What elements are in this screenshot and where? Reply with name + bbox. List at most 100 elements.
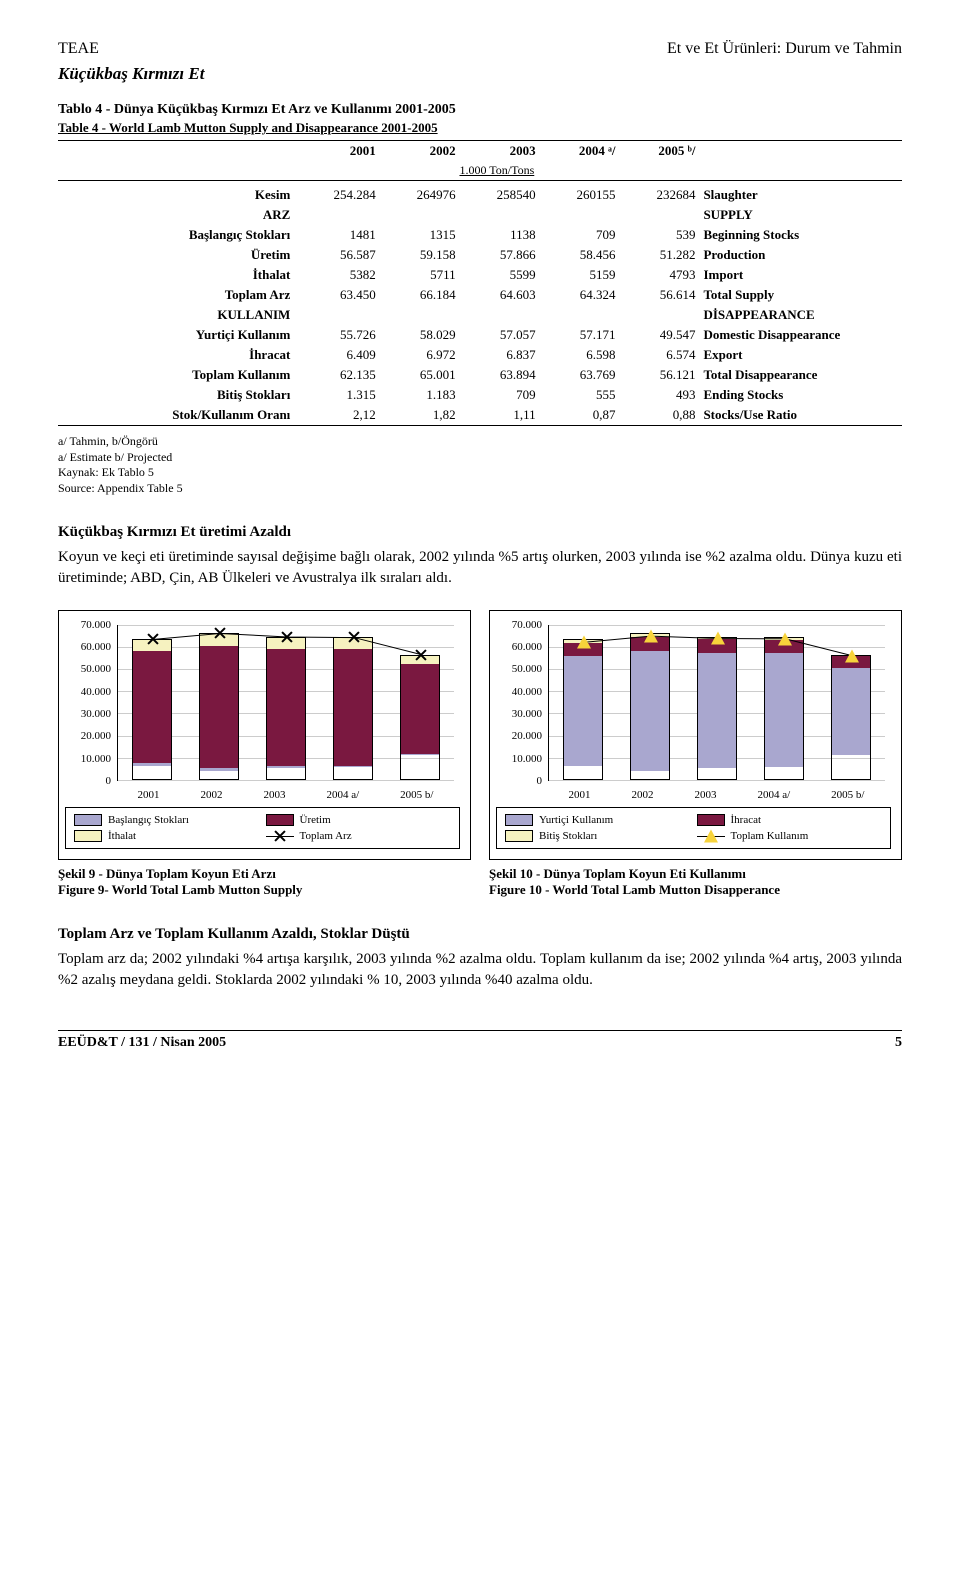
swatch-icon (697, 814, 725, 826)
marker-triangle-icon (697, 830, 725, 842)
col-year: 2005 ᵇ/ (620, 141, 700, 162)
group-hdr: ARZ (58, 205, 294, 225)
row-label-en: Export (699, 345, 902, 365)
chart-right-caption: Şekil 10 - Dünya Toplam Koyun Eti Kullan… (489, 866, 902, 899)
cell: 57.171 (540, 325, 620, 345)
cell: 5159 (540, 265, 620, 285)
group-hdr-en: DİSAPPEARANCE (699, 305, 902, 325)
legend-label: Toplam Kullanım (731, 830, 883, 842)
cell: 56.614 (620, 285, 700, 305)
swatch-icon (505, 814, 533, 826)
cell: 709 (540, 225, 620, 245)
footer-left: EEÜD&T / 131 / Nisan 2005 (58, 1035, 226, 1051)
cell: 493 (620, 385, 700, 405)
header-right: Et ve Et Ürünleri: Durum ve Tahmin (667, 40, 902, 58)
cell: 55.726 (294, 325, 379, 345)
swatch-icon (74, 830, 102, 842)
note-line: a/ Tahmin, b/Öngörü (58, 434, 902, 450)
col-year: 2004 ᵃ/ (540, 141, 620, 162)
chart-left: 70.00060.00050.00040.00030.00020.00010.0… (58, 610, 471, 860)
cell: 51.282 (620, 245, 700, 265)
row-label: Üretim (58, 245, 294, 265)
cell: 264976 (380, 185, 460, 205)
cell: 6.574 (620, 345, 700, 365)
cell: 62.135 (294, 365, 379, 385)
cell: 232684 (620, 185, 700, 205)
cell: 59.158 (380, 245, 460, 265)
body2-title: Toplam Arz ve Toplam Kullanım Azaldı, St… (58, 926, 902, 943)
table-notes: a/ Tahmin, b/Öngörü a/ Estimate b/ Proje… (58, 434, 902, 496)
chart-right: 70.00060.00050.00040.00030.00020.00010.0… (489, 610, 902, 860)
cell: 63.450 (294, 285, 379, 305)
cell: 0,88 (620, 405, 700, 426)
caption-tr: Şekil 10 - Dünya Toplam Koyun Eti Kullan… (489, 866, 902, 882)
cell: 63.769 (540, 365, 620, 385)
cell: 260155 (540, 185, 620, 205)
cell: 1,11 (460, 405, 540, 426)
cell: 56.587 (294, 245, 379, 265)
cell: 58.456 (540, 245, 620, 265)
row-label: İthalat (58, 265, 294, 285)
body1-title: Küçükbaş Kırmızı Et üretimi Azaldı (58, 524, 902, 541)
chart-left-caption: Şekil 9 - Dünya Toplam Koyun Eti Arzı Fi… (58, 866, 471, 899)
chart-right-wrap: 70.00060.00050.00040.00030.00020.00010.0… (489, 610, 902, 899)
page-header: TEAE Et ve Et Ürünleri: Durum ve Tahmin (58, 40, 902, 58)
cell: 555 (540, 385, 620, 405)
row-label-en: Total Disappearance (699, 365, 902, 385)
cell: 6.972 (380, 345, 460, 365)
section-title: Küçükbaş Kırmızı Et (58, 64, 902, 84)
col-year: 2002 (380, 141, 460, 162)
table-title-en: Table 4 - World Lamb Mutton Supply and D… (58, 120, 902, 136)
chart-left-legend: Başlangıç Stokları Üretim İthalat Toplam… (65, 807, 460, 849)
legend-label: Yurtiçi Kullanım (539, 814, 691, 826)
cell: 58.029 (380, 325, 460, 345)
cell: 4793 (620, 265, 700, 285)
cell: 6.409 (294, 345, 379, 365)
cell: 65.001 (380, 365, 460, 385)
caption-en: Figure 10 - World Total Lamb Mutton Disa… (489, 882, 902, 898)
caption-tr: Şekil 9 - Dünya Toplam Koyun Eti Arzı (58, 866, 471, 882)
cell: 5382 (294, 265, 379, 285)
marker-x-icon (266, 830, 294, 842)
cell: 6.837 (460, 345, 540, 365)
note-line: a/ Estimate b/ Projected (58, 450, 902, 466)
group-hdr-en: SUPPLY (699, 205, 902, 225)
cell: 63.894 (460, 365, 540, 385)
chart-right-legend: Yurtiçi Kullanım İhracat Bitiş Stokları … (496, 807, 891, 849)
body1-paragraph: Koyun ve keçi eti üretiminde sayısal değ… (58, 547, 902, 588)
charts-row: 70.00060.00050.00040.00030.00020.00010.0… (58, 610, 902, 899)
header-left: TEAE (58, 40, 99, 58)
cell: 56.121 (620, 365, 700, 385)
cell: 57.057 (460, 325, 540, 345)
swatch-icon (74, 814, 102, 826)
legend-label: Toplam Arz (300, 830, 452, 842)
legend-label: İhracat (731, 814, 883, 826)
row-label-en: Ending Stocks (699, 385, 902, 405)
data-table: 2001 2002 2003 2004 ᵃ/ 2005 ᵇ/ 1.000 Ton… (58, 140, 902, 430)
legend-label: Bitiş Stokları (539, 830, 691, 842)
row-label: Yurtiçi Kullanım (58, 325, 294, 345)
row-label: Toplam Arz (58, 285, 294, 305)
row-label: Toplam Kullanım (58, 365, 294, 385)
body2-paragraph: Toplam arz da; 2002 yılındaki %4 artışa … (58, 949, 902, 990)
row-label-en: Domestic Disappearance (699, 325, 902, 345)
cell: 57.866 (460, 245, 540, 265)
row-label-en: Import (699, 265, 902, 285)
cell: 709 (460, 385, 540, 405)
cell: 64.603 (460, 285, 540, 305)
cell: 1138 (460, 225, 540, 245)
cell: 1315 (380, 225, 460, 245)
row-label-en: Stocks/Use Ratio (699, 405, 902, 426)
swatch-icon (505, 830, 533, 842)
table-title-tr: Tablo 4 - Dünya Küçükbaş Kırmızı Et Arz … (58, 102, 902, 118)
chart-left-wrap: 70.00060.00050.00040.00030.00020.00010.0… (58, 610, 471, 899)
unit-label: 1.000 Ton/Tons (294, 161, 699, 181)
cell: 254.284 (294, 185, 379, 205)
row-label: Kesim (58, 185, 294, 205)
footer-page-number: 5 (895, 1035, 902, 1051)
cell: 258540 (460, 185, 540, 205)
cell: 1,82 (380, 405, 460, 426)
caption-en: Figure 9- World Total Lamb Mutton Supply (58, 882, 471, 898)
col-year: 2003 (460, 141, 540, 162)
col-year: 2001 (294, 141, 379, 162)
